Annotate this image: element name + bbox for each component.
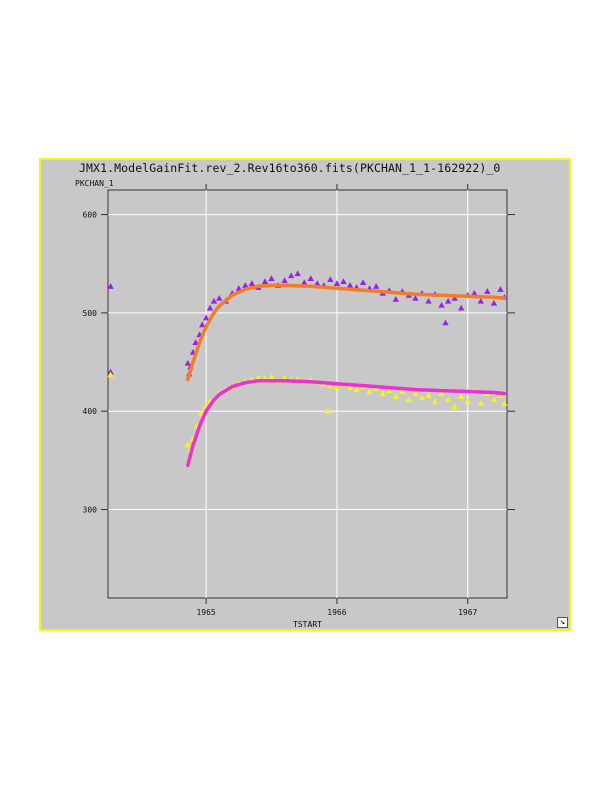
window-title: JMX1.ModelGainFit.rev_2.Rev16to360.fits(… bbox=[79, 161, 501, 175]
data-point bbox=[464, 398, 471, 404]
fit-line bbox=[186, 283, 507, 382]
data-point bbox=[327, 382, 334, 389]
data-point bbox=[501, 400, 508, 406]
plot-window: JMX1.ModelGainFit.rev_2.Rev16to360.fits(… bbox=[39, 158, 571, 631]
data-point bbox=[202, 314, 210, 321]
data-point bbox=[346, 384, 354, 391]
data-point bbox=[458, 393, 465, 400]
data-point bbox=[386, 387, 393, 394]
y-axis-title: PKCHAN_1 bbox=[75, 179, 114, 188]
data-point bbox=[333, 280, 341, 286]
x-tick-label: 1966 bbox=[327, 608, 346, 617]
plot-area bbox=[107, 189, 508, 599]
data-point bbox=[192, 339, 199, 345]
data-point bbox=[206, 304, 214, 311]
data-point bbox=[451, 403, 458, 409]
data-point bbox=[235, 285, 243, 291]
resize-arrow-icon[interactable]: ↘ bbox=[557, 617, 568, 628]
data-point bbox=[379, 390, 386, 397]
data-point bbox=[268, 373, 275, 380]
data-point bbox=[107, 371, 114, 378]
data-point bbox=[248, 280, 256, 286]
data-point bbox=[425, 392, 432, 399]
data-point bbox=[412, 390, 419, 397]
data-point bbox=[458, 304, 465, 311]
data-point bbox=[198, 321, 206, 328]
chart-canvas: 1965 1966 1967 300 400 500 600 PKCHAN_1 TSTART bbox=[75, 179, 515, 629]
data-point bbox=[314, 280, 321, 286]
data-point bbox=[442, 319, 449, 326]
data-point bbox=[340, 278, 347, 284]
data-point bbox=[490, 299, 498, 306]
data-point bbox=[359, 279, 367, 285]
data-point bbox=[255, 374, 262, 381]
data-point bbox=[281, 277, 288, 284]
data-point bbox=[261, 278, 269, 284]
data-point bbox=[477, 297, 485, 304]
data-point bbox=[405, 396, 413, 402]
fit-line bbox=[186, 378, 507, 468]
data-point bbox=[281, 374, 288, 381]
data-point bbox=[107, 368, 114, 375]
data-point bbox=[327, 276, 334, 283]
data-point bbox=[307, 275, 314, 282]
y-tick-label: 500 bbox=[83, 309, 98, 318]
data-point bbox=[242, 282, 249, 288]
data-point bbox=[444, 297, 452, 304]
data-point bbox=[444, 396, 452, 402]
data-point bbox=[107, 283, 114, 289]
data-point bbox=[497, 286, 504, 292]
data-point bbox=[372, 283, 380, 289]
data-point bbox=[215, 294, 223, 301]
y-tick-label: 300 bbox=[83, 506, 98, 515]
data-point bbox=[418, 394, 426, 401]
data-point bbox=[353, 386, 360, 393]
data-point bbox=[425, 297, 432, 304]
data-point bbox=[197, 409, 205, 416]
data-point bbox=[287, 272, 295, 279]
x-tick-label: 1965 bbox=[196, 608, 215, 617]
data-point bbox=[184, 441, 191, 448]
data-point bbox=[497, 392, 504, 399]
data-point bbox=[471, 290, 478, 296]
series-layer bbox=[107, 270, 508, 468]
data-point bbox=[438, 390, 445, 397]
data-point bbox=[412, 294, 419, 301]
data-point bbox=[268, 275, 275, 282]
data-point bbox=[438, 301, 445, 308]
data-point bbox=[431, 398, 439, 404]
y-tick-label: 600 bbox=[83, 211, 98, 220]
data-point bbox=[184, 359, 191, 366]
data-point bbox=[399, 388, 406, 395]
data-point bbox=[346, 282, 354, 288]
data-point bbox=[451, 294, 458, 301]
data-point bbox=[333, 383, 341, 390]
data-point bbox=[294, 270, 301, 277]
y-tick-label: 400 bbox=[83, 407, 98, 416]
x-axis-title: TSTART bbox=[293, 620, 322, 629]
x-tick-label: 1967 bbox=[458, 608, 477, 617]
data-point bbox=[392, 295, 400, 302]
data-point bbox=[366, 388, 373, 395]
data-point bbox=[210, 297, 218, 304]
data-point bbox=[484, 288, 491, 294]
data-point bbox=[477, 400, 485, 406]
data-point bbox=[490, 396, 498, 402]
data-point bbox=[324, 408, 331, 414]
data-point bbox=[301, 279, 308, 285]
data-point bbox=[392, 393, 400, 400]
